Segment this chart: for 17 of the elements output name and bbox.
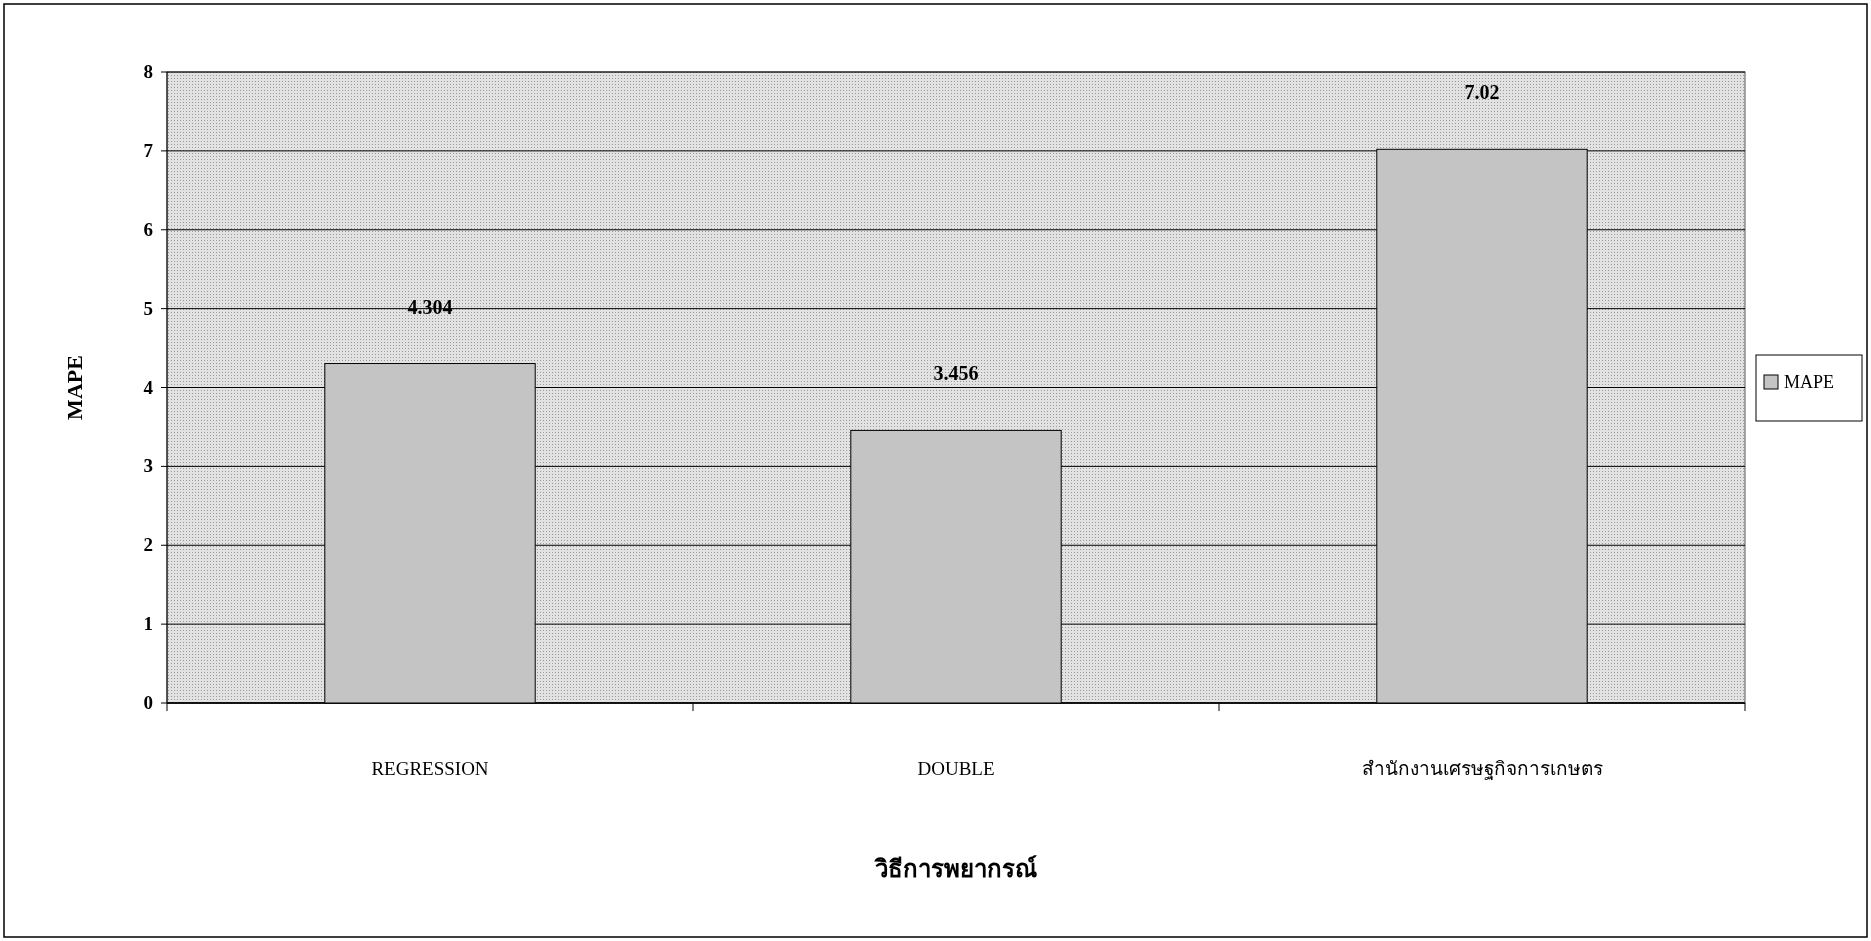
legend-label: MAPE <box>1784 372 1835 392</box>
y-tick-label: 5 <box>143 297 153 319</box>
y-tick-label: 4 <box>143 376 154 398</box>
y-tick-label: 8 <box>143 61 153 82</box>
y-tick-label: 0 <box>143 692 153 713</box>
y-axis-title: MAPE <box>62 355 87 420</box>
x-tick-label: สำนักงานเศรษฐกิจการเกษตร <box>1361 758 1603 780</box>
y-tick-label: 1 <box>143 613 153 635</box>
y-tick-label: 2 <box>143 534 153 556</box>
text: 3.456 <box>933 362 979 385</box>
text: 7.02 <box>1464 81 1500 104</box>
x-tick-label: DOUBLE <box>917 758 995 779</box>
y-tick-label: 7 <box>143 139 154 161</box>
x-axis-title: วิธีการพยากรณ์ <box>874 855 1037 883</box>
y-tick-label: 6 <box>143 218 153 240</box>
x-tick-label: REGRESSION <box>371 758 489 779</box>
y-tick-label: 3 <box>143 455 153 477</box>
